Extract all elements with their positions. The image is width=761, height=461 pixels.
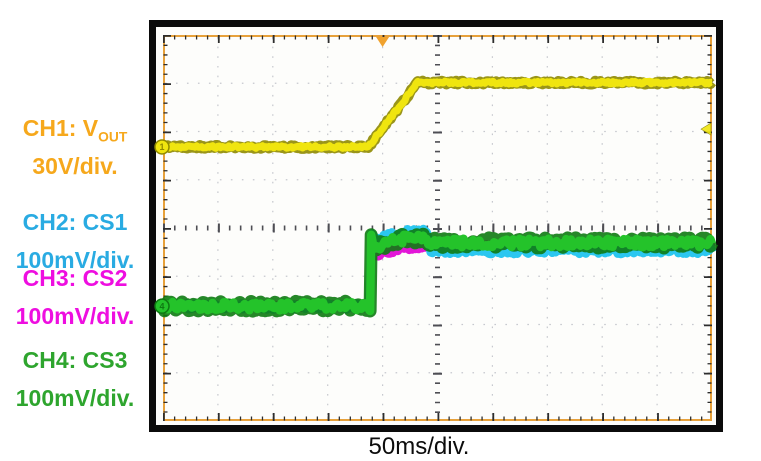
channel-label-ch4: CH4: CS3 100mV/div. xyxy=(0,346,150,412)
ch2-name: CH2: CS1 xyxy=(22,209,128,235)
channel-label-ch1: CH1: VOUT 30V/div. xyxy=(0,114,150,180)
trace-halo-ch1 xyxy=(158,75,717,154)
ch1-channel-marker-icon: 1 xyxy=(154,139,170,155)
ch4-channel-marker-icon: 4 xyxy=(154,298,170,314)
ch2-scale: 100mV/div. xyxy=(15,246,135,273)
ch4-scale: 100mV/div. xyxy=(15,384,135,411)
ch1-name: CH1: VOUT xyxy=(22,115,128,145)
trace-ch1 xyxy=(161,77,714,152)
ch4-name: CH4: CS3 xyxy=(22,347,128,373)
channel-label-ch2: CH2: CS1 100mV/div. xyxy=(0,208,150,274)
trace-ch4 xyxy=(159,230,717,316)
svg-text:1: 1 xyxy=(159,142,164,152)
ch1-scale: 30V/div. xyxy=(32,152,118,179)
channel-label-ch3: CH3: CS2 100mV/div. xyxy=(0,264,150,330)
timebase-label: 50ms/div. xyxy=(368,433,470,460)
ch3-scale: 100mV/div. xyxy=(15,302,135,329)
svg-text:4: 4 xyxy=(159,301,164,311)
ch1-level-marker-icon xyxy=(700,122,712,136)
trigger-position-icon xyxy=(376,37,390,47)
ch3-name: CH3: CS2 xyxy=(22,265,128,291)
scope-plot: 14 xyxy=(154,35,718,421)
